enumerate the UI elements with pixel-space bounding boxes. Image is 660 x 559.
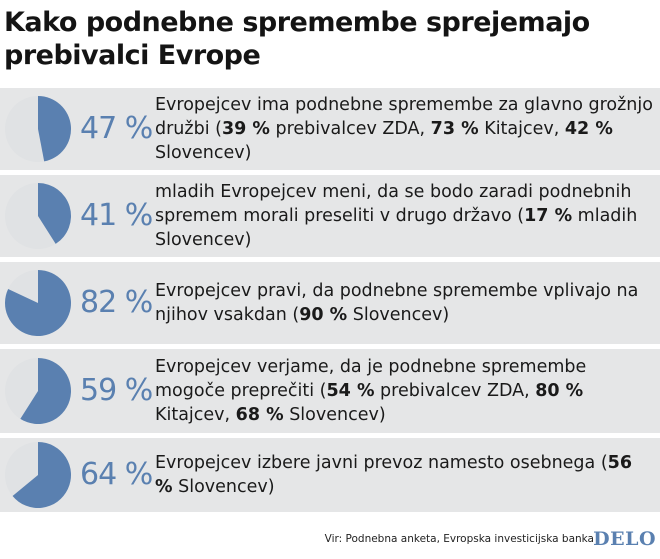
description-text: Kitajcev,	[155, 405, 236, 425]
percentage-label: 82 %	[80, 285, 153, 320]
percentage-label: 47 %	[80, 111, 153, 146]
pie-chart	[5, 183, 71, 249]
percentage-label: 41 %	[80, 198, 153, 233]
description-text: mladih Evropejcev meni, da se bodo zarad…	[155, 182, 632, 226]
stat-row: 41 % mladih Evropejcev meni, da se bodo z…	[0, 175, 660, 257]
pie-chart	[5, 442, 72, 508]
stat-row: 82 % Evropejcev pravi, da podnebne spreme…	[0, 262, 660, 344]
pie-chart	[5, 358, 72, 424]
description-text: Slovencev)	[283, 405, 386, 425]
highlight-value: 73 %	[430, 119, 479, 139]
highlight-value: 90 %	[299, 305, 348, 325]
highlight-value: 56 %	[155, 453, 633, 497]
percentage-label: 64 %	[80, 457, 153, 492]
footer: Vir: Podnebna anketa, Evropska investici…	[0, 527, 660, 559]
description: Evropejcev pravi, da podnebne spremembe …	[155, 279, 655, 327]
pie-slice	[4, 270, 71, 336]
description-text: Evropejcev verjame, da je podnebne sprem…	[155, 357, 587, 401]
pie-slice	[38, 183, 71, 244]
description-text: Evropejcev pravi, da podnebne spremembe …	[155, 281, 639, 325]
pie-chart	[5, 95, 72, 162]
stat-row: 64 % Evropejcev izbere javni prevoz names…	[0, 438, 660, 512]
description-text: Kitajcev,	[478, 119, 565, 139]
delo-logo: DELO	[593, 528, 656, 550]
stat-rows: 47 % Evropejcev ima podnebne spremembe za…	[0, 88, 660, 517]
highlight-value: 68 %	[235, 405, 284, 425]
description-text: Slovencev)	[155, 143, 252, 163]
pie-slice	[12, 442, 72, 508]
description: Evropejcev ima podnebne spremembe za gla…	[155, 93, 655, 165]
description-text: Slovencev)	[172, 477, 275, 497]
description: Evropejcev izbere javni prevoz namesto o…	[155, 451, 655, 499]
source-note: Vir: Podnebna anketa, Evropska investici…	[324, 533, 594, 545]
stat-row: 59 % Evropejcev verjame, da je podnebne s…	[0, 349, 660, 433]
description: Evropejcev verjame, da je podnebne sprem…	[155, 355, 655, 427]
pie-slice	[20, 358, 72, 424]
description-text: Evropejcev izbere javni prevoz namesto o…	[155, 453, 608, 473]
highlight-value: 42 %	[564, 119, 613, 139]
percentage-label: 59 %	[80, 373, 153, 408]
highlight-value: 54 %	[326, 381, 375, 401]
description-text: prebivalcev ZDA,	[374, 381, 536, 401]
description-text: prebivalcev ZDA,	[269, 119, 431, 139]
description-text: mladih Slovencev)	[155, 206, 638, 250]
stat-row: 47 % Evropejcev ima podnebne spremembe za…	[0, 88, 660, 170]
highlight-value: 80 %	[535, 381, 584, 401]
highlight-value: 17 %	[524, 206, 573, 226]
pie-chart	[4, 270, 71, 336]
pie-slice	[38, 95, 72, 162]
description: mladih Evropejcev meni, da se bodo zarad…	[155, 180, 655, 252]
chart-title: Kako podnebne spremembe sprejemajo prebi…	[4, 7, 590, 71]
description-text: Slovencev)	[347, 305, 450, 325]
description-text: Evropejcev ima podnebne spremembe za gla…	[155, 95, 653, 139]
highlight-value: 39 %	[221, 119, 270, 139]
